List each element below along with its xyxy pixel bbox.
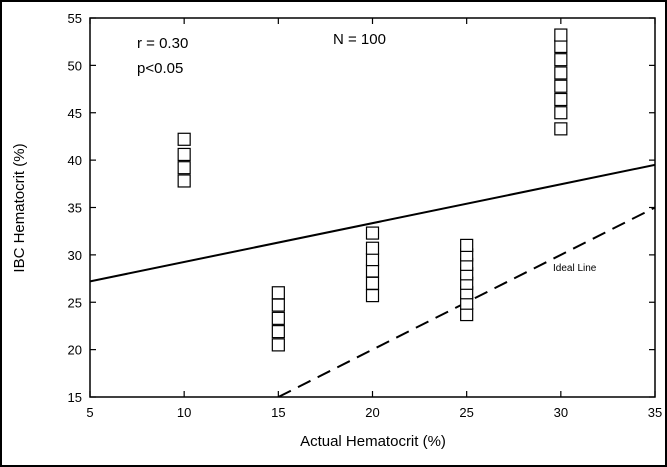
annotation-r: r = 0.30	[137, 35, 188, 52]
data-point	[271, 286, 285, 300]
y-tick-label: 55	[68, 11, 82, 26]
annotation-n: N = 100	[333, 31, 386, 48]
data-point	[554, 106, 568, 120]
data-point	[460, 238, 474, 252]
data-point	[554, 28, 568, 42]
data-point	[365, 253, 380, 267]
y-tick-label: 25	[68, 295, 82, 310]
y-tick-label: 15	[68, 390, 82, 405]
data-point	[271, 298, 285, 312]
data-point	[271, 311, 285, 325]
data-point	[365, 289, 380, 303]
data-point	[554, 92, 568, 107]
x-tick-label: 20	[365, 405, 379, 420]
y-tick-label: 50	[68, 58, 82, 73]
data-point	[271, 338, 285, 352]
data-point	[554, 122, 568, 136]
data-point	[554, 66, 568, 80]
data-point	[365, 264, 380, 278]
data-point	[271, 325, 285, 339]
annotation-p: p<0.05	[137, 60, 183, 77]
data-point	[177, 161, 191, 175]
data-point	[177, 132, 191, 146]
data-point	[365, 241, 380, 255]
ideal-line-label: Ideal Line	[553, 263, 597, 274]
y-tick-label: 45	[68, 106, 82, 121]
x-axis-title: Actual Hematocrit (%)	[300, 433, 446, 450]
y-tick-label: 30	[68, 248, 82, 263]
data-point	[554, 39, 568, 54]
x-tick-label: 25	[459, 405, 473, 420]
y-tick-label: 20	[68, 343, 82, 358]
data-point	[177, 174, 191, 188]
y-tick-label: 40	[68, 153, 82, 168]
data-point	[554, 53, 568, 67]
data-point	[460, 307, 474, 322]
x-tick-label: 5	[86, 405, 93, 420]
x-tick-label: 30	[554, 405, 568, 420]
x-tick-label: 35	[648, 405, 662, 420]
data-point	[365, 276, 380, 290]
x-tick-label: 15	[271, 405, 285, 420]
x-tick-label: 10	[177, 405, 191, 420]
data-point	[365, 226, 380, 240]
data-point	[177, 147, 191, 162]
data-point	[554, 79, 568, 93]
y-axis-title: IBC Hematocrit (%)	[11, 143, 28, 272]
regression-line	[90, 163, 655, 283]
y-tick-label: 35	[68, 201, 82, 216]
